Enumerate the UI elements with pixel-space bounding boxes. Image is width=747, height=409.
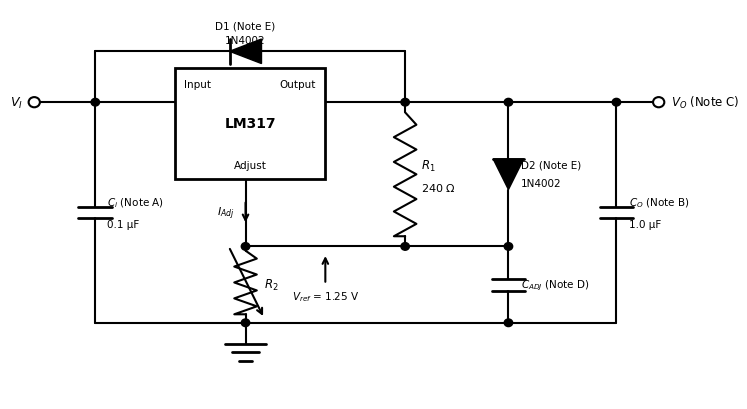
Circle shape <box>504 99 512 107</box>
Text: D1 (Note E): D1 (Note E) <box>215 21 276 31</box>
Circle shape <box>91 99 99 107</box>
Text: Output: Output <box>279 79 316 89</box>
Text: $C_i$ (Note A): $C_i$ (Note A) <box>108 196 164 209</box>
Text: $I_{Adj}$: $I_{Adj}$ <box>217 205 235 221</box>
Circle shape <box>241 319 249 327</box>
Text: $C_O$ (Note B): $C_O$ (Note B) <box>629 196 689 209</box>
Polygon shape <box>493 160 524 190</box>
Text: 1.0 μF: 1.0 μF <box>629 220 661 230</box>
Circle shape <box>653 98 664 108</box>
Text: $C_{ADJ}$ (Note D): $C_{ADJ}$ (Note D) <box>521 278 589 292</box>
Polygon shape <box>229 40 261 64</box>
Circle shape <box>401 243 409 251</box>
Circle shape <box>504 319 512 327</box>
Text: 240 $\Omega$: 240 $\Omega$ <box>421 182 456 193</box>
Text: $V_O$ (Note C): $V_O$ (Note C) <box>671 95 740 111</box>
FancyBboxPatch shape <box>175 69 326 179</box>
Text: $V_{ref}$ = 1.25 V: $V_{ref}$ = 1.25 V <box>291 289 359 303</box>
Circle shape <box>504 243 512 251</box>
Text: Input: Input <box>185 79 211 89</box>
Circle shape <box>241 243 249 251</box>
Text: D2 (Note E): D2 (Note E) <box>521 160 581 170</box>
Circle shape <box>613 99 621 107</box>
Circle shape <box>28 98 40 108</box>
Text: 1N4002: 1N4002 <box>521 178 561 188</box>
Text: LM317: LM317 <box>224 117 276 131</box>
Text: 1N4002: 1N4002 <box>225 36 266 45</box>
Text: $R_2$: $R_2$ <box>264 277 279 292</box>
Circle shape <box>401 99 409 107</box>
Text: $V_I$: $V_I$ <box>10 95 23 110</box>
Text: 0.1 μF: 0.1 μF <box>108 220 140 230</box>
Text: Adjust: Adjust <box>234 161 267 171</box>
Text: $R_1$: $R_1$ <box>421 159 436 174</box>
